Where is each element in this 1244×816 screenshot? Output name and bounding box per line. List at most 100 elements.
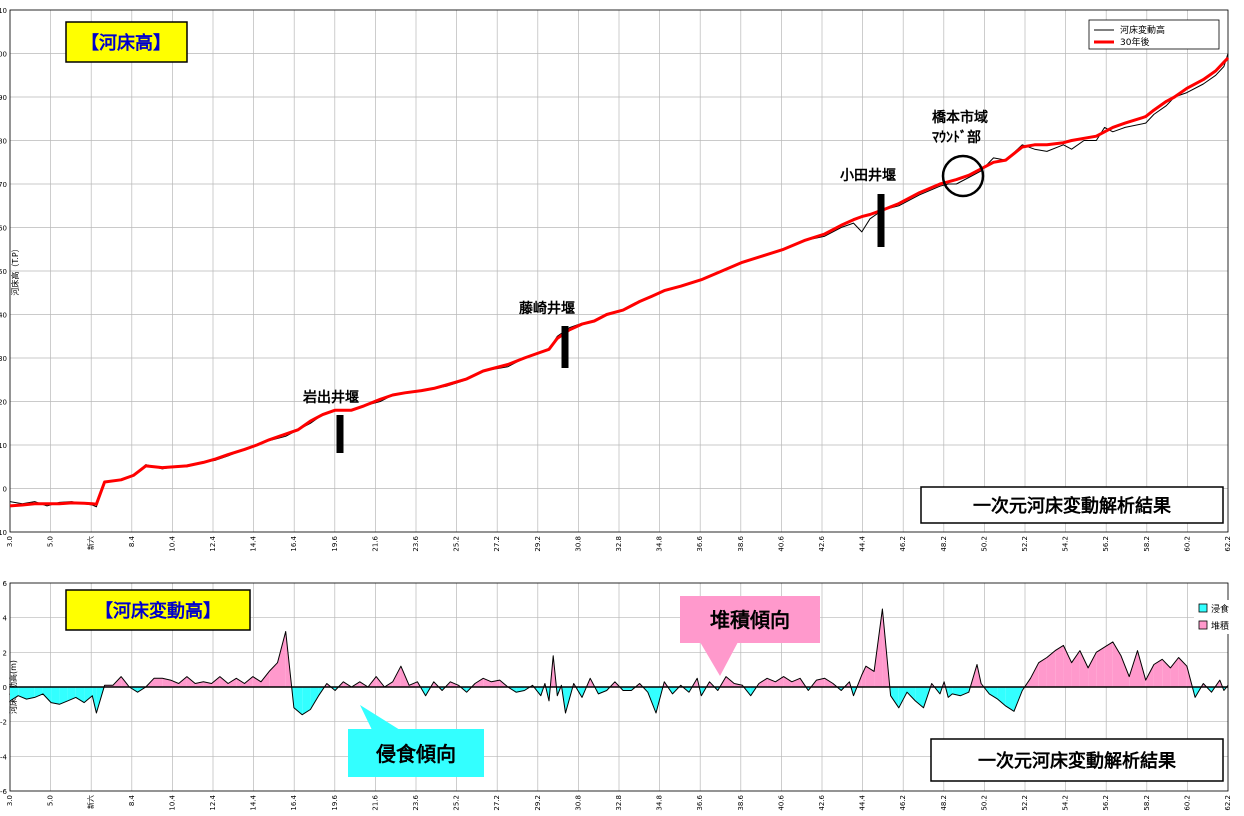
bottom-result-box bbox=[930, 738, 1224, 782]
deposition-area bbox=[162, 678, 171, 687]
erosion-area bbox=[42, 687, 52, 703]
deposition-area bbox=[228, 678, 237, 687]
deposition-area bbox=[1121, 655, 1130, 687]
erosion-area bbox=[623, 687, 632, 691]
deposition-area bbox=[483, 678, 492, 687]
top-xtick-label: 56.2 bbox=[1102, 536, 1110, 552]
top-ytick-label: 0 bbox=[3, 486, 7, 494]
deposition-area bbox=[392, 666, 401, 687]
riverbed-change-line bbox=[9, 608, 1229, 716]
bottom-xtick-label: 12.4 bbox=[209, 794, 217, 810]
top-xtick-label: 60.2 bbox=[1183, 536, 1191, 552]
top-ytick-label: 20 bbox=[0, 399, 7, 407]
bottom-xtick-label: 42.6 bbox=[818, 794, 826, 810]
deposition-area bbox=[1038, 657, 1047, 687]
iwade-weir-label: 岩出井堰 bbox=[302, 389, 359, 406]
bottom-xtick-label: 48.2 bbox=[940, 795, 948, 811]
bottom-xtick-label: 60.2 bbox=[1183, 795, 1191, 811]
top-ytick-label: 10 bbox=[0, 442, 7, 450]
deposition-area bbox=[865, 666, 875, 687]
riverbed-height-chart: -10 0 10 20 30 40 50 60 70 80 90 100 110 3.0 5.0 新六 8.4… bbox=[0, 7, 1232, 552]
deposition-area bbox=[252, 676, 261, 687]
deposition-area bbox=[1096, 647, 1105, 687]
deposition-area bbox=[244, 676, 253, 687]
deposition-area bbox=[1104, 641, 1113, 687]
top-xtick-label: 21.6 bbox=[371, 535, 379, 551]
bottom-xtick-label: 46.2 bbox=[899, 795, 907, 811]
top-xtick-label: 46.2 bbox=[899, 536, 907, 552]
riverbed-change-chart: -6 -4 -2 0 2 4 6 3.0 5.0 新六 8.4 10.4 12.4 14.4 16.4 19… bbox=[0, 580, 1238, 811]
deposition-area bbox=[1030, 662, 1039, 687]
top-ytick-label: 40 bbox=[0, 312, 7, 320]
deposition-area bbox=[861, 666, 866, 687]
bottom-xtick-label: 30.8 bbox=[574, 795, 582, 811]
erosion-area bbox=[997, 687, 1006, 707]
top-xtick-label: 10.4 bbox=[168, 535, 176, 551]
top-ytick-label: -10 bbox=[0, 529, 7, 537]
erosion-area bbox=[948, 687, 953, 698]
deposition-area bbox=[1079, 650, 1089, 687]
deposition-area bbox=[1046, 650, 1056, 687]
top-xtick-label: 62.2 bbox=[1224, 536, 1232, 552]
erosion-area bbox=[51, 687, 60, 705]
deposition-area bbox=[874, 609, 883, 687]
top-chart-title: 【河床高】 bbox=[81, 32, 171, 54]
top-y-axis-label: 河床高（T.P） bbox=[10, 244, 20, 295]
top-xtick-label: 52.2 bbox=[1021, 536, 1029, 552]
erosion-area bbox=[898, 687, 907, 708]
erosion-area bbox=[890, 687, 899, 708]
top-xtick-label: 5.0 bbox=[47, 536, 55, 547]
bottom-xtick-label: 14.4 bbox=[250, 794, 258, 810]
bottom-xtick-label: 10.4 bbox=[168, 794, 176, 810]
erosion-area bbox=[26, 687, 35, 700]
top-ytick-label: 50 bbox=[0, 268, 7, 276]
top-xtick-label: 16.4 bbox=[290, 535, 298, 551]
top-xtick-label: 14.4 bbox=[250, 535, 258, 551]
bottom-xtick-label: 40.6 bbox=[777, 794, 785, 810]
top-legend: 河床変動高 30年後 bbox=[1088, 19, 1220, 50]
top-xtick-label: 50.2 bbox=[980, 536, 988, 552]
erosion-area bbox=[598, 687, 607, 694]
bottom-ytick-label: -2 bbox=[0, 719, 7, 727]
legend-deposition-swatch bbox=[1198, 620, 1208, 630]
bottom-ytick-label: 6 bbox=[3, 580, 8, 588]
hashimoto-mound-circle bbox=[941, 154, 985, 198]
bottom-ytick-label: -6 bbox=[0, 788, 8, 796]
bottom-result-label: 一次元河床変動解析結果 bbox=[978, 750, 1177, 772]
top-xtick-label: 30.8 bbox=[574, 536, 582, 552]
legend-deposition-label: 堆積 bbox=[1211, 620, 1229, 632]
erosion-area bbox=[960, 687, 969, 696]
bottom-legend: 浸食 堆積 bbox=[1194, 600, 1238, 634]
bottom-xtick-label: 3.0 bbox=[6, 795, 14, 806]
top-result-box bbox=[920, 486, 1224, 524]
deposition-area bbox=[1145, 664, 1154, 687]
bottom-ytick-label: -4 bbox=[0, 753, 8, 761]
erosion-area bbox=[67, 687, 76, 701]
bottom-xtick-label: 44.4 bbox=[859, 794, 867, 810]
bottom-xtick-label: 8.4 bbox=[128, 794, 136, 806]
deposition-area bbox=[170, 680, 179, 687]
bottom-xtick-label: 62.2 bbox=[1224, 795, 1232, 811]
future-riverbed-line bbox=[9, 56, 1230, 508]
deposition-area bbox=[783, 676, 792, 687]
bottom-xtick-label: 38.6 bbox=[737, 794, 745, 810]
deposition-area bbox=[277, 631, 286, 687]
top-ytick-label: 70 bbox=[0, 181, 7, 189]
deposition-callout-label: 堆積傾向 bbox=[710, 608, 790, 632]
deposition-area bbox=[178, 676, 187, 687]
erosion-area bbox=[952, 687, 961, 696]
top-xtick-label: 3.0 bbox=[6, 536, 14, 547]
top-ytick-label: 30 bbox=[0, 355, 7, 363]
top-xtick-label: 23.6 bbox=[412, 535, 420, 551]
legend-erosion-swatch bbox=[1198, 603, 1208, 613]
iwade-weir-marker bbox=[336, 415, 344, 453]
bottom-y-ticks: -6 -4 -2 0 2 4 6 bbox=[0, 580, 8, 796]
deposition-area bbox=[211, 676, 220, 687]
erosion-area bbox=[34, 687, 43, 698]
bottom-xtick-label: 27.2 bbox=[493, 795, 501, 811]
bottom-x-ticks: 3.0 5.0 新六 8.4 10.4 12.4 14.4 16.4 19.6 21.6 23.6 2… bbox=[6, 794, 1232, 810]
top-ytick-label: 80 bbox=[0, 138, 7, 146]
top-xtick-label: 44.4 bbox=[859, 535, 867, 551]
bottom-xtick-label: 16.4 bbox=[290, 794, 298, 810]
